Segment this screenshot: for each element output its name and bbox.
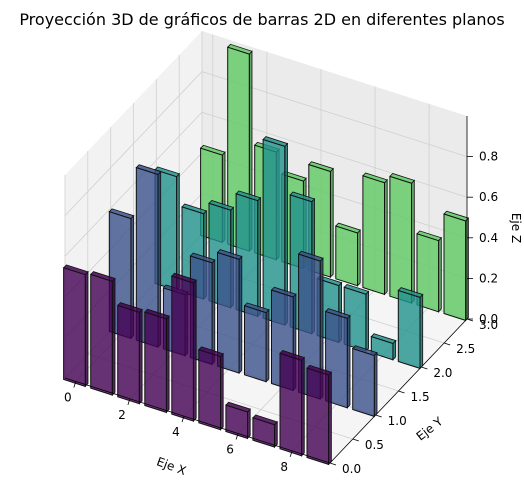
bar-front [389, 175, 412, 304]
z-tick-label: 0.6 [479, 190, 498, 204]
y-tick [352, 438, 359, 442]
bar [335, 222, 361, 287]
z-grid-line [64, 111, 468, 257]
bar-front [90, 273, 113, 396]
bar-front [117, 304, 140, 405]
y-tick-label: 2.5 [456, 342, 475, 356]
bar [198, 346, 224, 431]
z-grid-line [64, 71, 468, 216]
z-tick-label: 0.0 [479, 312, 498, 326]
bar-front [352, 347, 375, 418]
bar [351, 345, 378, 418]
bar [144, 308, 170, 414]
bar-front [217, 251, 240, 374]
y-tick [421, 366, 428, 370]
bar [443, 210, 470, 322]
y-tick-label: 1.0 [388, 414, 407, 428]
bar-front [171, 275, 194, 422]
y-tick [329, 462, 337, 466]
bar [389, 173, 416, 305]
x-tick-label: 2 [118, 408, 126, 422]
y-tick-label: 0.5 [365, 438, 384, 452]
x-tick-label: 8 [280, 460, 288, 474]
x-tick [181, 416, 185, 423]
y-tick [444, 342, 451, 346]
bar [416, 230, 443, 313]
bar-front [279, 352, 303, 457]
y-tick-label: 2.0 [433, 366, 452, 380]
bar [397, 287, 424, 370]
x-tick [289, 450, 293, 457]
x-tick [235, 433, 239, 440]
bar-front [306, 367, 330, 466]
y-tick-label: 1.5 [411, 390, 430, 404]
bar [171, 272, 197, 423]
x-tick-label: 4 [172, 425, 180, 439]
y-axis-label: Eje Y [414, 414, 446, 444]
bar [262, 136, 289, 327]
bar [243, 302, 270, 383]
bar-front [244, 305, 267, 383]
x-axis-line [64, 377, 331, 464]
bar-front [443, 213, 467, 322]
y-tick-label: 0.0 [342, 462, 361, 476]
bar-front [397, 289, 421, 370]
bar-front [416, 233, 440, 313]
x-tick-label: 6 [226, 443, 234, 457]
bar [62, 264, 89, 388]
bar-front [362, 175, 385, 296]
bar-group [62, 43, 470, 466]
z-tick-label: 0.8 [479, 150, 498, 164]
x-tick [73, 381, 77, 388]
x-tick-label: 0 [64, 390, 72, 404]
bar [116, 302, 143, 405]
bar [362, 172, 388, 296]
bar-front [225, 404, 248, 440]
y-tick [398, 390, 405, 394]
bar [135, 164, 162, 349]
bar [306, 364, 333, 466]
x-axis-label: Eje X [155, 454, 188, 478]
z-axis-label: Eje Z [509, 213, 523, 243]
z-tick-label: 0.2 [479, 271, 498, 285]
bar-front [144, 311, 167, 414]
z-tick-label: 0.4 [479, 231, 498, 245]
bar-front [63, 267, 86, 388]
bar-front [335, 225, 358, 287]
bar [225, 401, 251, 440]
x-tick [127, 398, 131, 405]
y-tick [375, 414, 382, 418]
bar [216, 249, 243, 375]
chart-title: Proyección 3D de gráficos de barras 2D e… [19, 10, 504, 29]
bar-front [198, 349, 221, 431]
bar [89, 271, 116, 397]
bar [279, 350, 306, 457]
y-tick-label: 3.0 [479, 318, 498, 332]
